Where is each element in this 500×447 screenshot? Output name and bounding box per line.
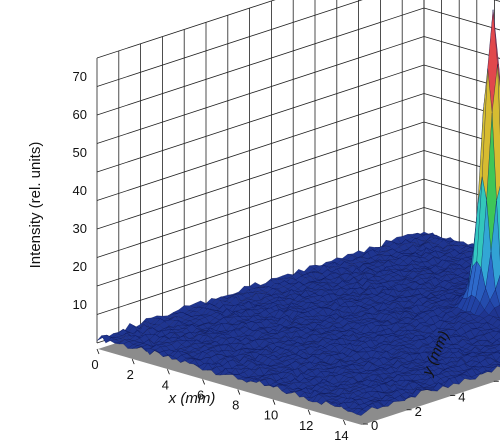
x-tick-label: 4 bbox=[162, 377, 169, 392]
x-tick-mark bbox=[96, 348, 100, 355]
wall-grid-line bbox=[96, 64, 425, 173]
z-axis-label: Intensity (rel. units) bbox=[27, 142, 44, 269]
x-tick-label: 10 bbox=[264, 408, 278, 423]
wall-grid-line bbox=[96, 178, 425, 287]
z-tick-label: 60 bbox=[73, 107, 87, 122]
z-tick-label: 20 bbox=[73, 259, 87, 274]
wall-grid-line bbox=[96, 0, 276, 59]
surface-cell bbox=[356, 409, 367, 416]
x-tick-label: 14 bbox=[334, 428, 348, 443]
wall-grid-line bbox=[423, 64, 500, 88]
x-tick-mark bbox=[307, 409, 311, 415]
x-tick-mark bbox=[272, 399, 276, 405]
wall-grid-line bbox=[423, 150, 500, 173]
x-tick-mark bbox=[343, 419, 346, 426]
x-tick-mark bbox=[237, 389, 241, 395]
z-tick-label: 10 bbox=[73, 297, 87, 312]
wall-grid-line bbox=[423, 93, 500, 116]
wall-grid-line bbox=[96, 150, 425, 258]
z-tick-label: 50 bbox=[73, 145, 87, 160]
wall-grid-line bbox=[423, 36, 500, 59]
wall-grid-line bbox=[96, 93, 425, 201]
x-axis-label: x (mm) bbox=[168, 390, 216, 407]
wall-grid-line bbox=[96, 36, 425, 144]
z-tick-label: 70 bbox=[73, 69, 87, 84]
z-tick-label: 40 bbox=[73, 183, 87, 198]
back-wall-grid bbox=[96, 0, 500, 344]
wall-grid-line bbox=[423, 7, 500, 31]
y-tick-label: 2 bbox=[415, 404, 422, 419]
x-tick-label: 2 bbox=[127, 367, 134, 382]
wall-grid-line bbox=[423, 121, 500, 145]
y-tick-label: 4 bbox=[458, 390, 465, 405]
surface-mesh bbox=[96, 9, 500, 416]
x-tick-label: 8 bbox=[232, 398, 239, 413]
x-axis-ticks: 0 2 4 6 8 10 12 14 bbox=[91, 348, 349, 443]
x-tick-mark bbox=[131, 358, 135, 365]
x-tick-label: 6 bbox=[197, 387, 204, 402]
x-tick-label: 12 bbox=[299, 418, 313, 433]
z-tick-label: 30 bbox=[73, 221, 87, 236]
wall-grid-line bbox=[424, 0, 500, 27]
z-axis-ticks: 10 20 30 40 50 60 70 bbox=[73, 69, 87, 312]
x-tick-mark bbox=[167, 369, 170, 375]
wall-grid-line bbox=[96, 7, 425, 116]
y-tick-label: 0 bbox=[371, 418, 378, 433]
x-tick-mark bbox=[202, 379, 205, 385]
wall-grid-line bbox=[96, 121, 425, 230]
wall-grid-line bbox=[96, 0, 363, 87]
x-tick-label: 0 bbox=[91, 357, 98, 372]
wall-grid-line bbox=[96, 207, 425, 315]
wall-grid-line bbox=[423, 178, 500, 202]
wall-grid-line bbox=[423, 207, 500, 230]
